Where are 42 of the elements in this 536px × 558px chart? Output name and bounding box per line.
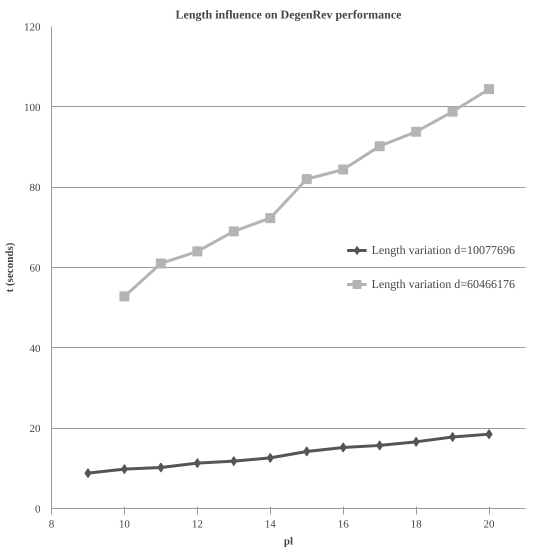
point: [157, 462, 164, 473]
legend-label: Length variation d=60466176: [372, 276, 515, 292]
point: [338, 164, 348, 174]
legend-label: Length variation d=10077696: [372, 242, 515, 258]
x-tick-label: 14: [264, 518, 276, 530]
y-tick-label: 80: [30, 182, 41, 194]
point: [374, 141, 385, 152]
point: [265, 213, 276, 224]
x-tick-label: 16: [338, 518, 350, 530]
point: [303, 446, 310, 456]
y-tick-label: 120: [24, 22, 41, 34]
point: [302, 174, 312, 184]
point: [192, 246, 202, 256]
y-tick-label: 100: [24, 102, 41, 114]
x-tick-label: 12: [192, 518, 203, 530]
point: [448, 106, 458, 117]
point: [230, 456, 238, 466]
x-tick-label: 10: [118, 518, 130, 530]
point: [449, 432, 456, 442]
point: [486, 429, 493, 440]
point: [412, 436, 420, 447]
x-tick-label: 18: [410, 518, 422, 530]
point: [484, 84, 494, 94]
point: [266, 452, 274, 463]
point: [84, 468, 92, 478]
point: [376, 440, 384, 450]
point: [120, 464, 128, 474]
y-tick-label: 0: [35, 504, 41, 516]
point: [340, 442, 347, 452]
y-tick-label: 60: [30, 262, 41, 274]
y-axis-title: t (seconds): [4, 242, 16, 292]
x-axis-title: pl: [284, 536, 294, 548]
point: [411, 126, 422, 137]
x-tick-label: 20: [484, 518, 496, 530]
y-tick-label: 20: [30, 423, 41, 436]
x-tick-label: 8: [48, 518, 55, 530]
point: [228, 226, 239, 236]
point: [194, 458, 201, 468]
point: [156, 258, 166, 268]
y-tick-label: 40: [30, 342, 41, 355]
point: [119, 291, 130, 302]
chart-title: Length influence on DegenRev performance: [176, 8, 402, 22]
